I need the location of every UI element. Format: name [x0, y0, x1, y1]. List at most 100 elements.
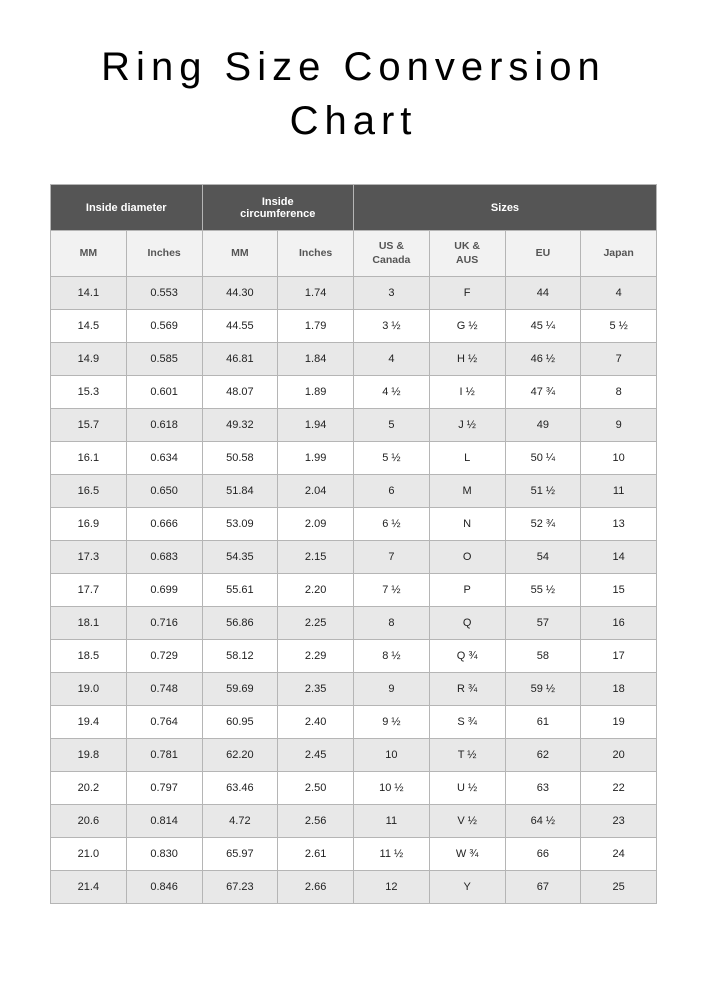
table-cell: U ½	[429, 772, 505, 805]
table-cell: 12	[354, 871, 430, 904]
table-cell: 14.5	[51, 310, 127, 343]
table-cell: 0.569	[126, 310, 202, 343]
table-cell: F	[429, 277, 505, 310]
page-title: Ring Size Conversion Chart	[50, 40, 657, 148]
table-cell: 0.585	[126, 343, 202, 376]
table-cell: 58	[505, 640, 581, 673]
table-cell: L	[429, 442, 505, 475]
table-cell: 1.74	[278, 277, 354, 310]
table-cell: 7	[354, 541, 430, 574]
table-cell: 53.09	[202, 508, 278, 541]
table-cell: 20	[581, 739, 657, 772]
table-cell: 4	[581, 277, 657, 310]
table-cell: 9	[581, 409, 657, 442]
table-cell: 54	[505, 541, 581, 574]
table-cell: 46.81	[202, 343, 278, 376]
table-column-header: MM	[202, 231, 278, 277]
table-cell: 66	[505, 838, 581, 871]
table-cell: 15	[581, 574, 657, 607]
table-cell: 21.0	[51, 838, 127, 871]
table-cell: 52 ¾	[505, 508, 581, 541]
table-row: 14.50.56944.551.793 ½G ½45 ¼5 ½	[51, 310, 657, 343]
table-cell: 1.79	[278, 310, 354, 343]
table-column-header: Japan	[581, 231, 657, 277]
table-cell: 0.601	[126, 376, 202, 409]
table-cell: 17.3	[51, 541, 127, 574]
table-cell: 59 ½	[505, 673, 581, 706]
table-cell: 55.61	[202, 574, 278, 607]
table-row: 20.20.79763.462.5010 ½U ½6322	[51, 772, 657, 805]
table-cell: 2.29	[278, 640, 354, 673]
table-cell: 55 ½	[505, 574, 581, 607]
table-cell: 19.8	[51, 739, 127, 772]
table-cell: 18.5	[51, 640, 127, 673]
table-cell: 1.99	[278, 442, 354, 475]
table-row: 19.00.74859.692.359R ¾59 ½18	[51, 673, 657, 706]
table-cell: 2.25	[278, 607, 354, 640]
table-row: 20.60.8144.722.5611V ½64 ½23	[51, 805, 657, 838]
table-cell: 59.69	[202, 673, 278, 706]
table-cell: Y	[429, 871, 505, 904]
table-cell: 64 ½	[505, 805, 581, 838]
table-cell: 6	[354, 475, 430, 508]
table-row: 21.00.83065.972.6111 ½W ¾6624	[51, 838, 657, 871]
table-cell: Q	[429, 607, 505, 640]
table-cell: 5	[354, 409, 430, 442]
table-cell: 0.634	[126, 442, 202, 475]
table-cell: 17.7	[51, 574, 127, 607]
table-cell: 0.666	[126, 508, 202, 541]
table-row: 16.10.63450.581.995 ½L50 ¼10	[51, 442, 657, 475]
table-cell: 3	[354, 277, 430, 310]
table-column-header: UK &AUS	[429, 231, 505, 277]
table-cell: 19	[581, 706, 657, 739]
table-cell: 2.66	[278, 871, 354, 904]
table-cell: 15.3	[51, 376, 127, 409]
table-row: 19.40.76460.952.409 ½S ¾6119	[51, 706, 657, 739]
table-cell: 11	[354, 805, 430, 838]
table-cell: 7 ½	[354, 574, 430, 607]
table-cell: 54.35	[202, 541, 278, 574]
table-cell: 44.55	[202, 310, 278, 343]
table-cell: 4 ½	[354, 376, 430, 409]
table-cell: 6 ½	[354, 508, 430, 541]
table-cell: 2.09	[278, 508, 354, 541]
table-sub-header-row: MMInchesMMInchesUS &CanadaUK &AUSEUJapan	[51, 231, 657, 277]
table-group-header: Insidecircumference	[202, 185, 354, 231]
table-row: 17.30.68354.352.157O5414	[51, 541, 657, 574]
table-cell: 0.699	[126, 574, 202, 607]
table-cell: 49.32	[202, 409, 278, 442]
table-column-header: Inches	[278, 231, 354, 277]
table-column-header: MM	[51, 231, 127, 277]
table-cell: V ½	[429, 805, 505, 838]
table-cell: O	[429, 541, 505, 574]
table-cell: 61	[505, 706, 581, 739]
table-cell: 1.89	[278, 376, 354, 409]
table-cell: S ¾	[429, 706, 505, 739]
table-row: 14.90.58546.811.844H ½46 ½7	[51, 343, 657, 376]
table-cell: 0.553	[126, 277, 202, 310]
table-cell: 2.35	[278, 673, 354, 706]
table-cell: 14.9	[51, 343, 127, 376]
table-cell: 0.764	[126, 706, 202, 739]
table-cell: 65.97	[202, 838, 278, 871]
table-cell: 60.95	[202, 706, 278, 739]
table-cell: 49	[505, 409, 581, 442]
table-cell: 8	[354, 607, 430, 640]
table-cell: 20.6	[51, 805, 127, 838]
table-row: 18.10.71656.862.258Q5716	[51, 607, 657, 640]
table-cell: 45 ¼	[505, 310, 581, 343]
table-cell: H ½	[429, 343, 505, 376]
table-cell: 10	[354, 739, 430, 772]
table-cell: 22	[581, 772, 657, 805]
table-cell: 62.20	[202, 739, 278, 772]
table-cell: 7	[581, 343, 657, 376]
table-cell: 56.86	[202, 607, 278, 640]
table-cell: 11 ½	[354, 838, 430, 871]
table-row: 15.30.60148.071.894 ½I ½47 ¾8	[51, 376, 657, 409]
table-cell: 2.40	[278, 706, 354, 739]
table-cell: 50.58	[202, 442, 278, 475]
table-cell: 2.15	[278, 541, 354, 574]
table-cell: 1.84	[278, 343, 354, 376]
table-cell: 1.94	[278, 409, 354, 442]
table-cell: 50 ¼	[505, 442, 581, 475]
